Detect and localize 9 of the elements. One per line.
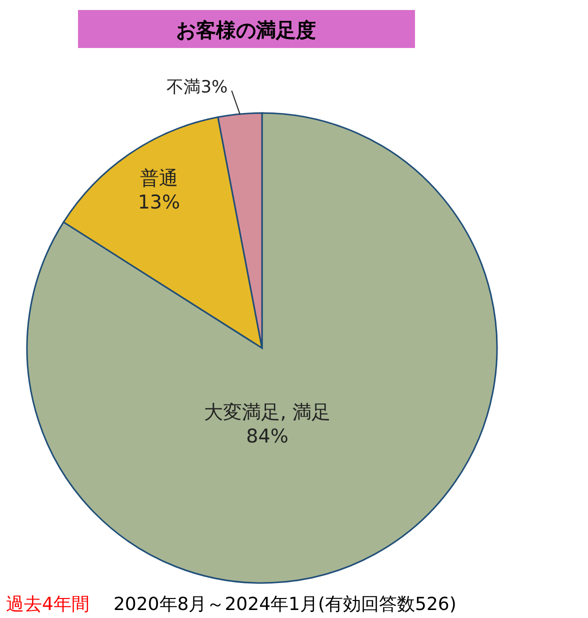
slice-label: 普通 [140,167,178,190]
slice-label: 不満3% [166,78,228,98]
title: お客様の満足度 [78,10,415,48]
text: 過去4年間 [6,594,90,615]
chart-title: お客様の満足度 [176,18,316,42]
text: 2020年8月～2024年1月(有効回答数526) [113,594,456,615]
slice-label: 大変満足, 満足 [204,401,330,424]
data-label: 84% [246,425,288,448]
data-label: 13% [138,191,180,214]
